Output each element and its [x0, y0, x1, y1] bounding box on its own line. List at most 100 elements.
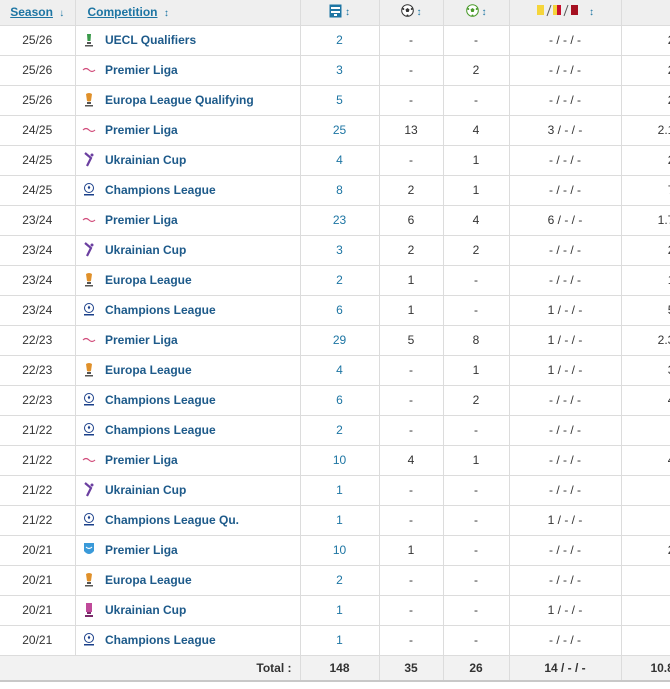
- premier-liga-logo[interactable]: [82, 452, 96, 468]
- competition-logo[interactable]: [75, 295, 103, 326]
- competition-header-label[interactable]: Competition: [87, 5, 158, 20]
- competition-logo[interactable]: [75, 145, 103, 176]
- competition-link[interactable]: Champions League: [105, 303, 216, 317]
- competition-link[interactable]: UECL Qualifiers: [105, 33, 197, 47]
- conference-league-logo[interactable]: [82, 32, 96, 48]
- sort-icon[interactable]: ↕: [345, 7, 350, 19]
- champions-league-logo[interactable]: [82, 422, 96, 438]
- competition-link[interactable]: Premier Liga: [105, 213, 178, 227]
- goals-header[interactable]: ↕: [379, 0, 444, 26]
- competition-link[interactable]: Ukrainian Cup: [105, 483, 187, 497]
- competition-cell[interactable]: Premier Liga: [103, 55, 301, 86]
- premier-liga-old-logo[interactable]: [82, 542, 96, 558]
- champions-league-logo[interactable]: [82, 512, 96, 528]
- appearances-cell[interactable]: 1: [300, 595, 380, 626]
- competition-logo[interactable]: [75, 535, 103, 566]
- appearances-cell[interactable]: 5: [300, 85, 380, 116]
- appearances-cell[interactable]: 8: [300, 175, 380, 206]
- appearances-cell[interactable]: 29: [300, 325, 380, 356]
- competition-logo[interactable]: [75, 115, 103, 146]
- competition-cell[interactable]: Europa League Qualifying: [103, 85, 301, 116]
- competition-link[interactable]: Europa League: [105, 573, 192, 587]
- appearances-cell[interactable]: 4: [300, 145, 380, 176]
- competition-cell[interactable]: Europa League: [103, 565, 301, 596]
- competition-cell[interactable]: Premier Liga: [103, 535, 301, 566]
- sort-icon[interactable]: ↕: [163, 8, 169, 20]
- appearances-cell[interactable]: 2: [300, 565, 380, 596]
- competition-link[interactable]: Premier Liga: [105, 123, 178, 137]
- competition-logo[interactable]: [75, 505, 103, 536]
- champions-league-logo[interactable]: [82, 632, 96, 648]
- appearances-cell[interactable]: 10: [300, 535, 380, 566]
- competition-link[interactable]: Europa League: [105, 363, 192, 377]
- appearances-cell[interactable]: 2: [300, 265, 380, 296]
- competition-cell[interactable]: Europa League: [103, 265, 301, 296]
- competition-header[interactable]: Competition ↕: [75, 0, 301, 26]
- europa-league-logo[interactable]: [82, 572, 96, 588]
- ukrainian-cup-logo[interactable]: [82, 242, 96, 258]
- appearances-header[interactable]: ↕: [300, 0, 380, 26]
- competition-logo[interactable]: [75, 475, 103, 506]
- competition-logo[interactable]: [75, 265, 103, 296]
- competition-logo[interactable]: [75, 175, 103, 206]
- premier-liga-logo[interactable]: [82, 332, 96, 348]
- appearances-cell[interactable]: 6: [300, 295, 380, 326]
- competition-logo[interactable]: [75, 235, 103, 266]
- competition-cell[interactable]: Champions League: [103, 385, 301, 416]
- competition-logo[interactable]: [75, 205, 103, 236]
- competition-cell[interactable]: Europa League: [103, 355, 301, 386]
- competition-link[interactable]: Ukrainian Cup: [105, 153, 187, 167]
- premier-liga-logo[interactable]: [82, 62, 96, 78]
- competition-cell[interactable]: Ukrainian Cup: [103, 145, 301, 176]
- competition-logo[interactable]: [75, 25, 103, 56]
- appearances-cell[interactable]: 10: [300, 445, 380, 476]
- competition-cell[interactable]: Premier Liga: [103, 115, 301, 146]
- ukrainian-cup-old-logo[interactable]: [82, 602, 96, 618]
- competition-link[interactable]: Champions League: [105, 423, 216, 437]
- appearances-cell[interactable]: 23: [300, 205, 380, 236]
- sort-desc-icon[interactable]: ↓: [59, 8, 65, 20]
- competition-link[interactable]: Premier Liga: [105, 63, 178, 77]
- ukrainian-cup-logo[interactable]: [82, 482, 96, 498]
- competition-link[interactable]: Premier Liga: [105, 453, 178, 467]
- competition-cell[interactable]: Champions League Qu.: [103, 505, 301, 536]
- appearances-cell[interactable]: 1: [300, 475, 380, 506]
- appearances-cell[interactable]: 25: [300, 115, 380, 146]
- competition-logo[interactable]: [75, 625, 103, 656]
- competition-cell[interactable]: Champions League: [103, 625, 301, 656]
- season-header[interactable]: Season ↓: [0, 0, 76, 26]
- champions-league-logo[interactable]: [82, 302, 96, 318]
- competition-cell[interactable]: Premier Liga: [103, 445, 301, 476]
- competition-logo[interactable]: [75, 595, 103, 626]
- appearances-cell[interactable]: 2: [300, 25, 380, 56]
- competition-link[interactable]: Ukrainian Cup: [105, 603, 187, 617]
- assists-header[interactable]: ↕: [443, 0, 510, 26]
- appearances-cell[interactable]: 2: [300, 415, 380, 446]
- premier-liga-logo[interactable]: [82, 212, 96, 228]
- sort-icon[interactable]: ↕: [589, 7, 594, 19]
- competition-cell[interactable]: UECL Qualifiers: [103, 25, 301, 56]
- competition-logo[interactable]: [75, 325, 103, 356]
- competition-cell[interactable]: Premier Liga: [103, 205, 301, 236]
- europa-league-logo[interactable]: [82, 92, 96, 108]
- competition-link[interactable]: Champions League: [105, 393, 216, 407]
- competition-logo[interactable]: [75, 55, 103, 86]
- competition-link[interactable]: Europa League Qualifying: [105, 93, 254, 107]
- cards-header[interactable]: ↕: [509, 0, 622, 26]
- appearances-cell[interactable]: 1: [300, 625, 380, 656]
- appearances-cell[interactable]: 4: [300, 355, 380, 386]
- competition-cell[interactable]: Premier Liga: [103, 325, 301, 356]
- appearances-cell[interactable]: 6: [300, 385, 380, 416]
- competition-logo[interactable]: [75, 445, 103, 476]
- sort-icon[interactable]: ↕: [416, 7, 422, 19]
- appearances-cell[interactable]: 3: [300, 55, 380, 86]
- appearances-cell[interactable]: 3: [300, 235, 380, 266]
- europa-league-logo[interactable]: [82, 362, 96, 378]
- europa-league-logo[interactable]: [82, 272, 96, 288]
- champions-league-logo[interactable]: [82, 182, 96, 198]
- competition-link[interactable]: Champions League: [105, 183, 216, 197]
- appearances-cell[interactable]: 1: [300, 505, 380, 536]
- champions-league-logo[interactable]: [82, 392, 96, 408]
- ukrainian-cup-logo[interactable]: [82, 152, 96, 168]
- competition-logo[interactable]: [75, 565, 103, 596]
